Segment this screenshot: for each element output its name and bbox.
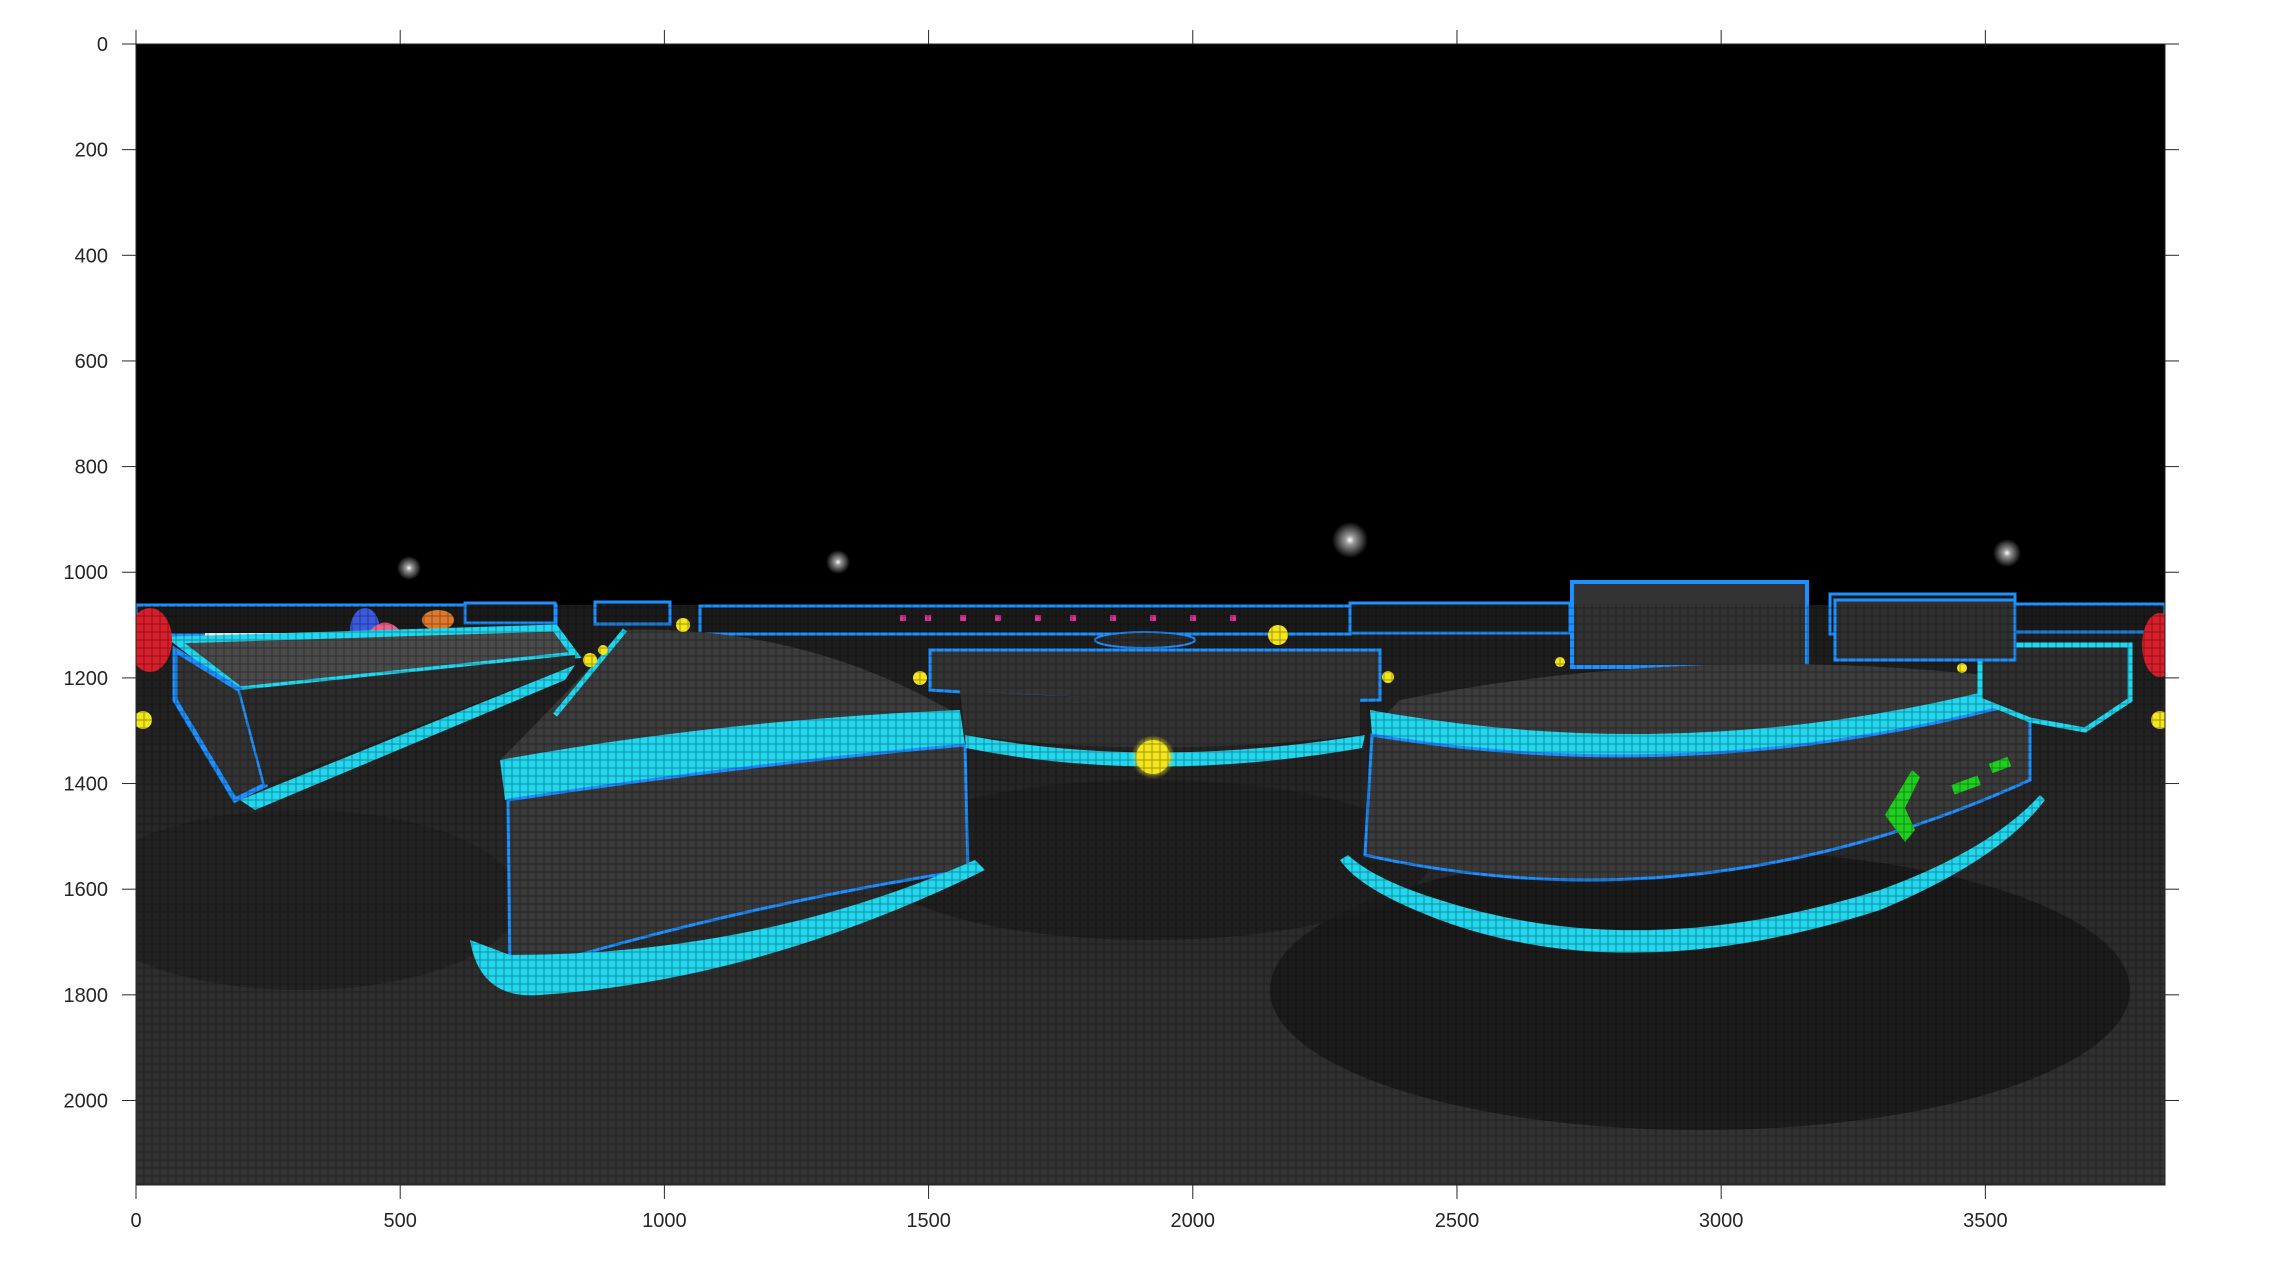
y-tick-label: 1800 (64, 985, 109, 1007)
x-tick-label: 2500 (1435, 1210, 1480, 1232)
x-tick-label: 0 (130, 1210, 141, 1232)
y-tick-label: 800 (75, 457, 108, 479)
y-tick-label: 0 (97, 34, 108, 56)
x-tick-label: 2000 (1171, 1210, 1216, 1232)
x-tick-label: 500 (384, 1210, 417, 1232)
x-tick-label: 1500 (906, 1210, 951, 1232)
y-tick-label: 2000 (64, 1090, 109, 1112)
y-tick-label: 1200 (64, 668, 109, 690)
y-tick-label: 400 (75, 245, 108, 267)
pixel-grid (136, 605, 2165, 1185)
y-tick-label: 1400 (64, 774, 109, 796)
y-tick-label: 200 (75, 140, 108, 162)
y-tick-label: 1000 (64, 562, 109, 584)
x-tick-label: 1000 (642, 1210, 687, 1232)
y-tick-label: 600 (75, 351, 108, 373)
axes: 0 500 1000 1500 2000 2500 3000 3500 0 200 400 600 80… (64, 30, 2179, 1232)
y-tick-label: 1600 (64, 879, 109, 901)
x-tick-label: 3500 (1963, 1210, 2008, 1232)
scene-image (136, 522, 2165, 1185)
ceiling-lights (397, 522, 2021, 580)
axes-box (135, 43, 2166, 1186)
x-tick-label: 3000 (1699, 1210, 1744, 1232)
